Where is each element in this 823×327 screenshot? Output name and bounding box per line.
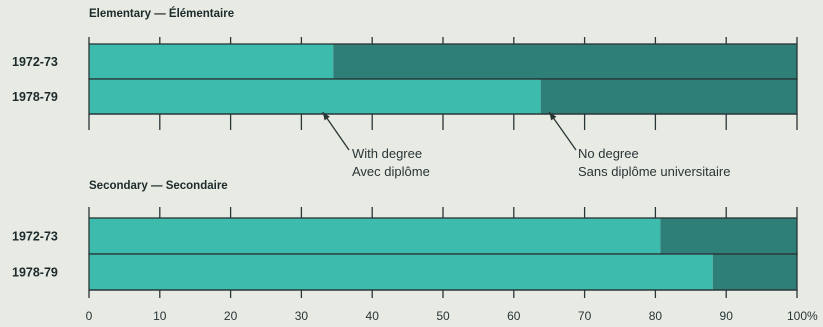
- annotation-line: Avec diplôme: [352, 164, 430, 179]
- tick-label: 10: [153, 309, 167, 323]
- tick-label: 20: [224, 309, 238, 323]
- bar-no-degree: [660, 218, 797, 254]
- axis-unit-label: %: [807, 309, 818, 323]
- bar-with-degree: [89, 218, 661, 254]
- tick-label: 100: [787, 309, 807, 323]
- bar-no-degree: [712, 254, 797, 290]
- panel-title: Elementary — Élémentaire: [89, 7, 234, 20]
- annotation-line: With degree: [352, 146, 422, 161]
- tick-label: 0: [86, 309, 93, 323]
- tick-label: 80: [649, 309, 663, 323]
- category-label: 1978-79: [12, 90, 58, 104]
- category-label: 1972-73: [12, 55, 58, 69]
- bar-with-degree: [89, 79, 541, 114]
- bar-no-degree: [540, 79, 797, 114]
- tick-label: 90: [720, 309, 734, 323]
- arrowhead-icon: [322, 112, 330, 121]
- annotation-line: No degree: [578, 146, 639, 161]
- tick-label: 50: [436, 309, 450, 323]
- tick-label: 30: [295, 309, 309, 323]
- bar-no-degree: [333, 44, 797, 79]
- tick-label: 70: [578, 309, 592, 323]
- arrowhead-icon: [549, 112, 557, 121]
- tick-label: 40: [366, 309, 380, 323]
- annotation-line: Sans diplôme universitaire: [578, 164, 730, 179]
- panel-title: Secondary — Secondaire: [89, 180, 228, 192]
- bar-with-degree: [89, 44, 334, 79]
- category-label: 1972-73: [12, 230, 58, 244]
- bar-with-degree: [89, 254, 713, 290]
- tick-label: 60: [507, 309, 521, 323]
- annotation-with-degree: With degree Avec diplôme: [352, 146, 430, 179]
- annotation-no-degree: No degree Sans diplôme universitaire: [578, 146, 730, 179]
- category-label: 1978-79: [12, 266, 58, 280]
